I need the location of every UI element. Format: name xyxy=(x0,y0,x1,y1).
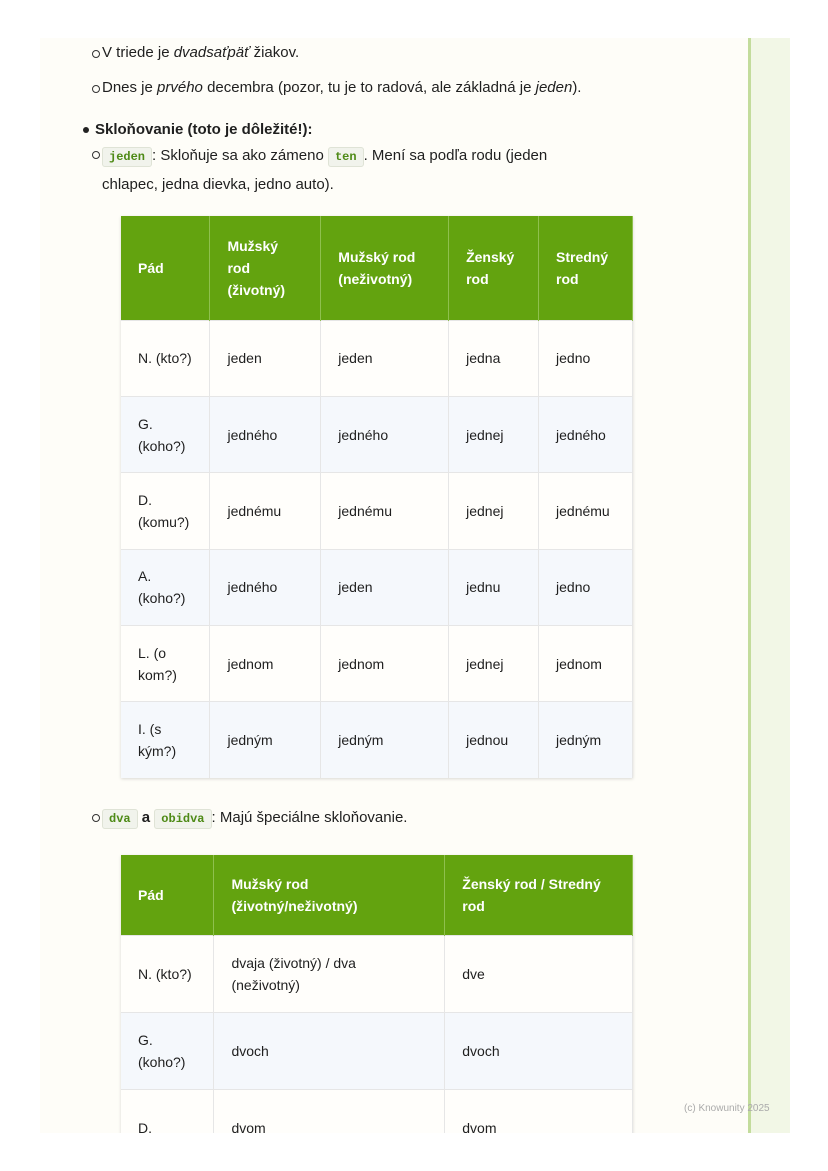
table-cell: jeden xyxy=(209,319,322,397)
table-cell: dvoch xyxy=(444,1011,633,1089)
table-row: I. (s kým?) jedným jedným jednou jedným xyxy=(121,701,633,778)
table-row: N. (kto?) dvaja (životný) / dva (neživotn… xyxy=(121,934,633,1012)
section-heading: Skloňovanie (toto je dôležité!): xyxy=(83,118,313,142)
document-page: V triede je dvadsaťpäť žiakov. Dnes je p… xyxy=(40,38,750,1133)
table-cell: jednu xyxy=(448,548,540,626)
table-cell: jednej xyxy=(448,396,540,473)
declension-table-jeden: Pád Mužský rod (životný) Mužský rod (neživ… xyxy=(121,216,633,778)
table-row: G. (koho?) dvoch dvoch xyxy=(121,1011,633,1089)
side-panel xyxy=(748,38,790,1133)
table-cell: jedného xyxy=(320,396,450,473)
table-cell: jedno xyxy=(538,548,633,626)
table-cell: dvom xyxy=(213,1088,446,1133)
table-cell: jedného xyxy=(538,396,633,473)
list-item: dva a obidva: Majú špeciálne skloňovanie… xyxy=(91,805,407,832)
copyright-footer: (c) Knowunity 2025 xyxy=(684,1103,770,1114)
table-row: G. (koho?) jedného jedného jednej jedného xyxy=(121,396,633,473)
table-cell: jednému xyxy=(320,472,450,550)
table-cell: jedného xyxy=(209,548,322,626)
column-header: Ženský rod / Stredný rod xyxy=(444,855,633,935)
table-cell: jedným xyxy=(320,701,450,778)
column-header: Ženský rod xyxy=(448,216,540,321)
table-cell: I. (s kým?) xyxy=(121,701,211,778)
table-cell: jednom xyxy=(320,624,450,702)
table-cell: jeden xyxy=(320,319,450,397)
table-cell: jednou xyxy=(448,701,540,778)
column-header: Mužský rod (neživotný) xyxy=(320,216,450,321)
table-cell: dvoch xyxy=(213,1011,446,1089)
table-cell: dvaja (životný) / dva (neživotný) xyxy=(213,934,446,1012)
table-row: D. (komu?) jednému jednému jednej jednému xyxy=(121,472,633,550)
table-cell: jedným xyxy=(538,701,633,778)
table-cell: jednej xyxy=(448,472,540,550)
list-item: jeden: Skloňuje sa ako zámeno ten. Mení … xyxy=(91,142,547,199)
table-cell: N. (kto?) xyxy=(121,319,211,397)
table-cell: jeden xyxy=(320,548,450,626)
table-cell: jedna xyxy=(448,319,540,397)
table-cell: A. (koho?) xyxy=(121,548,211,626)
column-header: Stredný rod xyxy=(538,216,633,321)
table-cell: L. (o kom?) xyxy=(121,624,211,702)
table-row: N. (kto?) jeden jeden jedna jedno xyxy=(121,319,633,397)
table-row: D. dvom dvom xyxy=(121,1088,633,1133)
table-row: L. (o kom?) jednom jednom jednej jednom xyxy=(121,624,633,702)
column-header: Mužský rod (životný) xyxy=(209,216,322,321)
table-cell: jednej xyxy=(448,624,540,702)
table-cell: jedného xyxy=(209,396,322,473)
table-cell: jedným xyxy=(209,701,322,778)
table-cell: D. xyxy=(121,1088,215,1133)
table-cell: jednom xyxy=(538,624,633,702)
list-item: V triede je dvadsaťpäť žiakov. xyxy=(91,41,299,65)
column-header: Mužský rod (životný/neživotný) xyxy=(213,855,446,935)
table-cell: jedno xyxy=(538,319,633,397)
table-cell: G. (koho?) xyxy=(121,1011,215,1089)
table-cell: jednému xyxy=(209,472,322,550)
table-cell: dve xyxy=(444,934,633,1012)
table-cell: jednému xyxy=(538,472,633,550)
table-cell: dvom xyxy=(444,1088,633,1133)
declension-table-dva: Pád Mužský rod (životný/neživotný) Ženský … xyxy=(121,855,633,1133)
table-row: A. (koho?) jedného jeden jednu jedno xyxy=(121,548,633,626)
table-cell: D. (komu?) xyxy=(121,472,211,550)
list-item: Dnes je prvého decembra (pozor, tu je to… xyxy=(91,76,581,100)
column-header: Pád xyxy=(121,855,215,935)
column-header: Pád xyxy=(121,216,211,321)
table-cell: N. (kto?) xyxy=(121,934,215,1012)
table-cell: jednom xyxy=(209,624,322,702)
table-cell: G. (koho?) xyxy=(121,396,211,473)
